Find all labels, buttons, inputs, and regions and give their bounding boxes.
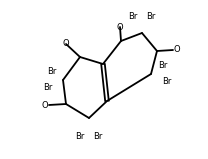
Text: O: O <box>63 39 69 48</box>
Text: Br: Br <box>48 66 57 76</box>
Text: Br: Br <box>128 12 138 21</box>
Text: O: O <box>117 23 123 31</box>
Text: O: O <box>41 100 48 110</box>
Text: Br: Br <box>146 12 156 21</box>
Text: Br: Br <box>75 132 85 141</box>
Text: O: O <box>174 45 181 55</box>
Text: Br: Br <box>44 83 53 91</box>
Text: Br: Br <box>93 132 103 141</box>
Text: Br: Br <box>158 61 167 69</box>
Text: Br: Br <box>162 76 171 86</box>
